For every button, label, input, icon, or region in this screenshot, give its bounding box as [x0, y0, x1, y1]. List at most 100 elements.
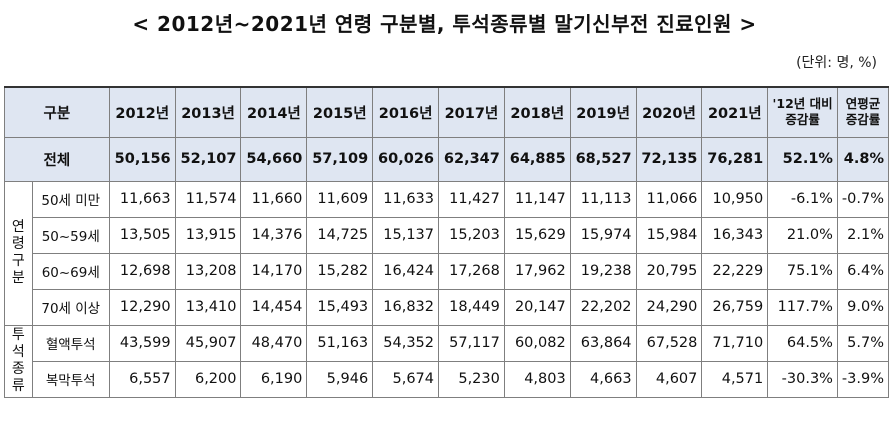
table-cell: 22,202 — [569, 288, 637, 326]
table-cell: 13,915 — [174, 216, 242, 254]
table-cell: 15,984 — [635, 216, 703, 254]
table-row: 복막투석 6,557 6,200 6,190 5,946 5,674 5,230 4,803 4… — [5, 360, 889, 398]
total-cell: 52,107 — [174, 136, 242, 182]
header-year: 2017년 — [438, 86, 505, 138]
table-cell: 13,410 — [174, 288, 242, 326]
header-year: 2012년 — [108, 86, 176, 138]
table-cell: 5,230 — [438, 360, 505, 398]
age-group-section: 연령구분 50세 미만 11,663 11,574 11,660 11,609 11,633… — [4, 180, 889, 326]
row-label: 복막투석 — [31, 360, 110, 398]
table-cell: 5,946 — [306, 360, 374, 398]
page-title: < 2012년~2021년 연령 구분별, 투석종류별 말기신부전 진료인원 > — [132, 12, 757, 36]
table-cell: 19,238 — [569, 252, 637, 290]
total-cell: 76,281 — [701, 136, 769, 182]
table-cell: 4,607 — [635, 360, 703, 398]
table-cell: 24,290 — [635, 288, 703, 326]
table-cell: 11,113 — [569, 180, 637, 218]
header-year: 2020년 — [635, 86, 703, 138]
header-year: 2018년 — [503, 86, 571, 138]
annual-cell: -0.7% — [836, 180, 889, 218]
change-cell: 75.1% — [767, 252, 838, 290]
table-cell: 12,698 — [108, 252, 176, 290]
table-cell: 6,190 — [240, 360, 308, 398]
header-year: 2014년 — [240, 86, 308, 138]
table-cell: 4,663 — [569, 360, 637, 398]
age-group-label: 연령구분 — [4, 180, 33, 326]
table-cell: 57,117 — [438, 324, 505, 362]
table-cell: 16,832 — [372, 288, 440, 326]
table-cell: 5,674 — [372, 360, 440, 398]
row-label: 50~59세 — [31, 216, 110, 254]
table-cell: 14,170 — [240, 252, 308, 290]
total-change: 52.1% — [767, 136, 838, 182]
table-cell: 15,203 — [438, 216, 505, 254]
dialysis-type-label-text: 투석종류 — [11, 327, 25, 394]
table-cell: 20,147 — [503, 288, 571, 326]
row-label: 50세 미만 — [31, 180, 110, 218]
header-annual-line2: 증감률 — [845, 112, 881, 128]
table-cell: 11,609 — [306, 180, 374, 218]
table-cell: 11,147 — [503, 180, 571, 218]
total-cell: 57,109 — [306, 136, 374, 182]
table-row: 투석종류 혈액투석 43,599 45,907 48,470 51,163 54,352 57… — [4, 324, 889, 398]
table-row: 60~69세 12,698 13,208 14,170 15,282 16,424 17,2… — [5, 252, 889, 290]
total-cell: 50,156 — [108, 136, 176, 182]
table-cell: 20,795 — [635, 252, 703, 290]
table-cell: 11,574 — [174, 180, 242, 218]
table-cell: 71,710 — [701, 324, 769, 362]
table-cell: 4,803 — [503, 360, 571, 398]
table-row: 70세 이상 12,290 13,410 14,454 15,493 16,832 18,4… — [5, 288, 889, 326]
table-cell: 10,950 — [701, 180, 769, 218]
total-cell: 62,347 — [438, 136, 505, 182]
table-cell: 15,493 — [306, 288, 374, 326]
table-cell: 11,427 — [438, 180, 505, 218]
header-year: 2016년 — [372, 86, 440, 138]
annual-cell: -3.9% — [836, 360, 889, 398]
table-cell: 6,557 — [108, 360, 176, 398]
table-cell: 13,505 — [108, 216, 176, 254]
table-cell: 6,200 — [174, 360, 242, 398]
table-cell: 16,343 — [701, 216, 769, 254]
header-annual-avg: 연평균 증감률 — [836, 86, 889, 138]
header-change-line2: 증감률 — [785, 112, 820, 128]
table-row: 50~59세 13,505 13,915 14,376 14,725 15,137 15,2… — [5, 216, 889, 254]
annual-cell: 5.7% — [836, 324, 889, 362]
change-cell: 117.7% — [767, 288, 838, 326]
total-label: 전체 — [4, 136, 110, 182]
table-cell: 13,208 — [174, 252, 242, 290]
dialysis-type-section: 투석종류 혈액투석 43,599 45,907 48,470 51,163 54,352 57… — [4, 324, 889, 398]
table-cell: 16,424 — [372, 252, 440, 290]
table-cell: 54,352 — [372, 324, 440, 362]
header-change-line1: '12년 대비 — [772, 96, 833, 112]
table-cell: 26,759 — [701, 288, 769, 326]
total-cell: 64,885 — [503, 136, 571, 182]
header-year: 2021년 — [701, 86, 769, 138]
header-change-vs-2012: '12년 대비 증감률 — [767, 86, 838, 138]
total-cell: 72,135 — [635, 136, 703, 182]
unit-note: (단위: 명, %) — [796, 55, 877, 71]
header-category: 구분 — [4, 86, 110, 138]
header-annual-line1: 연평균 — [845, 96, 881, 112]
table-cell: 11,633 — [372, 180, 440, 218]
table-cell: 22,229 — [701, 252, 769, 290]
age-group-label-text: 연령구분 — [11, 219, 25, 286]
header-year: 2019년 — [569, 86, 637, 138]
total-cell: 54,660 — [240, 136, 308, 182]
table-cell: 17,268 — [438, 252, 505, 290]
total-cell: 60,026 — [372, 136, 440, 182]
change-cell: 64.5% — [767, 324, 838, 362]
table-cell: 45,907 — [174, 324, 242, 362]
table-cell: 15,282 — [306, 252, 374, 290]
row-label: 혈액투석 — [31, 324, 110, 362]
table-cell: 14,454 — [240, 288, 308, 326]
row-label: 60~69세 — [31, 252, 110, 290]
change-cell: -30.3% — [767, 360, 838, 398]
table-cell: 51,163 — [306, 324, 374, 362]
table-cell: 48,470 — [240, 324, 308, 362]
annual-cell: 9.0% — [836, 288, 889, 326]
table-cell: 17,962 — [503, 252, 571, 290]
table-cell: 14,725 — [306, 216, 374, 254]
row-label: 70세 이상 — [31, 288, 110, 326]
data-table: 구분 2012년 2013년 2014년 2015년 2016년 2017년 2… — [4, 86, 889, 398]
header-year: 2013년 — [174, 86, 242, 138]
